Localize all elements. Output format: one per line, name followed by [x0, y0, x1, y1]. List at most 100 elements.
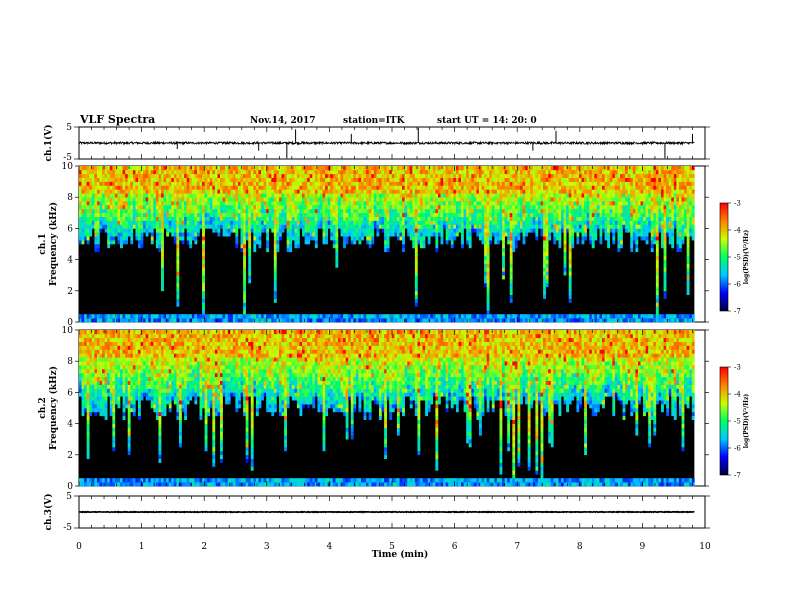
ch1-spectrogram-cell [414, 279, 418, 284]
ch1-spectrogram-cell [207, 314, 211, 319]
ch1-spectrogram-cell [168, 189, 172, 194]
ch1-spectrogram-cell [145, 169, 149, 175]
ch1-spectrogram-cell [214, 169, 218, 175]
ch1-spectrogram-cell [79, 208, 82, 214]
ch1-spectrogram-cell [250, 220, 254, 225]
ch1-spectrogram-cell [627, 205, 631, 210]
ch1-spectrogram-cell [363, 177, 367, 182]
ch1-spectrogram-cell [304, 236, 308, 241]
ch1-spectrogram-cell [143, 197, 146, 202]
ch1-spectrogram-cell [199, 173, 203, 178]
ch1-spectrogram-cell [412, 208, 416, 214]
ch1-spectrogram-cell [278, 318, 282, 323]
ch1-spectrogram-cell [384, 236, 387, 241]
ch1-spectrogram-cell [209, 185, 213, 190]
ch1-spectrogram-cell [448, 314, 452, 319]
ch1-spectrogram-cell [486, 240, 490, 245]
ch1-spectrogram-cell [386, 166, 390, 171]
ch1-spectrogram-cell [91, 166, 95, 171]
ch1-spectrogram-cell [571, 177, 575, 182]
ch1-spectrogram-cell [99, 177, 103, 182]
ch1-spectrogram-cell [445, 318, 449, 323]
ch1-spectrogram-cell [163, 205, 167, 210]
ch1-spectrogram-cell [612, 205, 616, 210]
ch1-spectrogram-cell [230, 212, 234, 217]
ch1-spectrogram-cell [230, 185, 234, 190]
ch1-spectrogram-cell [248, 251, 252, 256]
ch1-spectrogram-cell [599, 232, 603, 237]
ch1-spectrogram-cell [235, 189, 239, 194]
ch1-spectrogram-cell [312, 216, 316, 221]
ch1-spectrogram-cell [502, 224, 505, 229]
ch1-spectrogram-cell [384, 212, 387, 217]
ch1-spectrogram-cell [330, 173, 334, 178]
ch1-spectrogram-cell [645, 224, 649, 229]
ch1-spectrogram-cell [212, 208, 216, 214]
ch1-spectrogram-cell [566, 314, 570, 319]
ch1-spectrogram-cell [158, 236, 162, 241]
ch1-spectrogram-cell [366, 189, 370, 194]
ch1-spectrogram-cell [307, 177, 311, 182]
ch1-spectrogram-cell [422, 169, 426, 175]
ch1-spectrogram-cell [299, 212, 303, 217]
ch1-spectrogram-cell [399, 208, 403, 214]
ch1-spectrogram-cell [422, 197, 426, 202]
ch1-spectrogram-cell [340, 169, 344, 175]
ch1-spectrogram-cell [361, 208, 364, 214]
ch1-spectrogram-cell [586, 201, 590, 206]
ch1-spectrogram-cell [199, 177, 203, 182]
ch1-spectrogram-cell [558, 189, 562, 194]
ch1-spectrogram-cell [632, 212, 636, 217]
ch1-spectrogram-cell [532, 169, 536, 175]
ch1-spectrogram-cell [209, 216, 213, 221]
ch1-spectrogram-cell [532, 208, 536, 214]
ch1-spectrogram-cell [171, 189, 175, 194]
ch1-spectrogram-cell [171, 169, 175, 175]
ch1-spectrogram-cell [340, 220, 344, 225]
ch1-spectrogram-cell [371, 232, 375, 237]
ch1-spectrogram-cell [304, 220, 308, 225]
ch1-spectrogram-cell [448, 177, 452, 182]
ch1-spectrogram-cell [404, 189, 408, 194]
ch1-spectrogram-cell [189, 197, 193, 202]
ch1-spectrogram-cell [294, 236, 298, 241]
ch1-spectrogram-cell [425, 318, 428, 323]
ch1-spectrogram-cell [112, 224, 116, 229]
ch1-spectrogram-cell [443, 205, 446, 210]
ch1-spectrogram-cell [537, 185, 541, 190]
ch1-spectrogram-cell [627, 193, 631, 198]
ch1-spectrogram-cell [296, 173, 300, 178]
ch1-spectrogram-cell [94, 244, 98, 249]
ch1-spectrogram-cell [207, 189, 211, 194]
ch1-spectrogram-cell [114, 228, 118, 233]
ch1-spectrogram-cell [376, 205, 380, 210]
ch1-spectrogram-cell [202, 298, 205, 303]
ch1-spectrogram-cell [89, 197, 93, 202]
ch1-spectrogram-cell [635, 169, 639, 175]
ch1-spectrogram-cell [127, 314, 131, 319]
ch1-spectrogram-cell [594, 232, 598, 237]
ch1-spectrogram-cell [81, 212, 85, 217]
ch1-spectrogram-cell [189, 224, 193, 229]
ch1-spectrogram-cell [327, 212, 331, 217]
ch1-spectrogram-cell [486, 255, 490, 260]
ch1-spectrogram-cell [258, 205, 262, 210]
ch1-spectrogram-cell [207, 197, 211, 202]
ch1-spectrogram-cell [476, 205, 480, 210]
ch1-spectrogram-cell [345, 318, 349, 323]
ch1-spectrogram-cell [584, 185, 587, 190]
ch1-spectrogram-cell [350, 181, 354, 186]
ch1-spectrogram-cell [173, 212, 177, 217]
ch1-spectrogram-cell [284, 177, 287, 182]
ch1-spectrogram-cell [209, 318, 213, 323]
ch1-spectrogram-cell [245, 212, 249, 217]
ch1-spectrogram-cell [84, 166, 87, 171]
ch1-spectrogram-cell [125, 193, 129, 198]
ch1-spectrogram-cell [127, 177, 131, 182]
ch1-spectrogram-cell [450, 169, 454, 175]
ch1-spectrogram-cell [337, 201, 341, 206]
ch1-spectrogram-cell [348, 181, 352, 186]
ch1-spectrogram-cell [378, 224, 382, 229]
ch1-spectrogram-cell [248, 205, 252, 210]
ch1-spectrogram-cell [122, 201, 126, 206]
